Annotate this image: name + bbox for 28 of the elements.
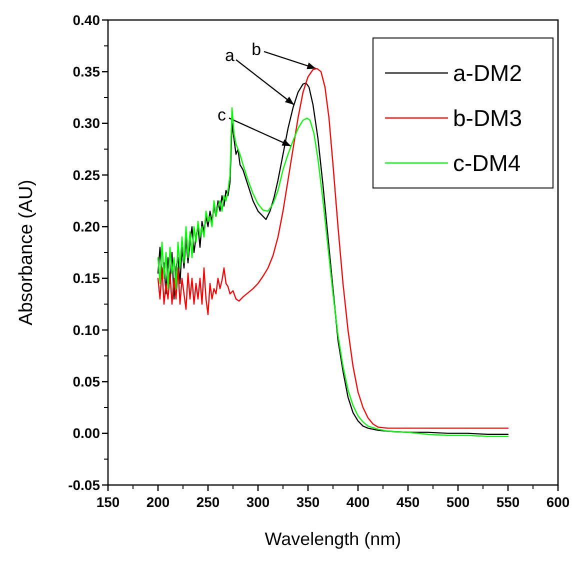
legend-label: a-DM2 bbox=[453, 60, 522, 86]
x-tick-label: 300 bbox=[246, 494, 270, 510]
legend-label: c-DM4 bbox=[453, 150, 521, 176]
x-tick-label: 550 bbox=[496, 494, 520, 510]
y-tick-label: 0.15 bbox=[72, 270, 100, 286]
x-tick-label: 450 bbox=[396, 494, 420, 510]
y-tick-label: 0.05 bbox=[72, 374, 100, 390]
y-tick-label: 0.35 bbox=[72, 64, 100, 80]
annotation: a bbox=[224, 46, 235, 65]
annotation: c bbox=[217, 106, 226, 125]
y-tick-label: 0.00 bbox=[72, 425, 100, 442]
y-tick-label: 0.20 bbox=[72, 218, 100, 235]
x-axis-title: Wavelength (nm) bbox=[264, 529, 402, 549]
annotation: b bbox=[252, 40, 262, 60]
y-tick-label: 0.25 bbox=[72, 166, 100, 183]
y-tick-label: -0.05 bbox=[68, 476, 100, 493]
x-tick-label: 600 bbox=[546, 494, 570, 510]
y-tick-label: 0.40 bbox=[72, 12, 100, 28]
x-tick-label: 150 bbox=[96, 494, 120, 510]
y-axis-title: Absorbance (AU) bbox=[16, 180, 37, 326]
x-tick-label: 500 bbox=[446, 494, 470, 510]
y-tick-label: 0.30 bbox=[72, 115, 100, 132]
y-tick-label: 0.10 bbox=[72, 322, 100, 338]
x-tick-label: 350 bbox=[296, 494, 320, 510]
x-tick-label: 400 bbox=[346, 494, 370, 510]
x-tick-label: 250 bbox=[196, 494, 220, 510]
x-tick-label: 200 bbox=[146, 494, 170, 510]
legend-label: b-DM3 bbox=[453, 105, 522, 132]
